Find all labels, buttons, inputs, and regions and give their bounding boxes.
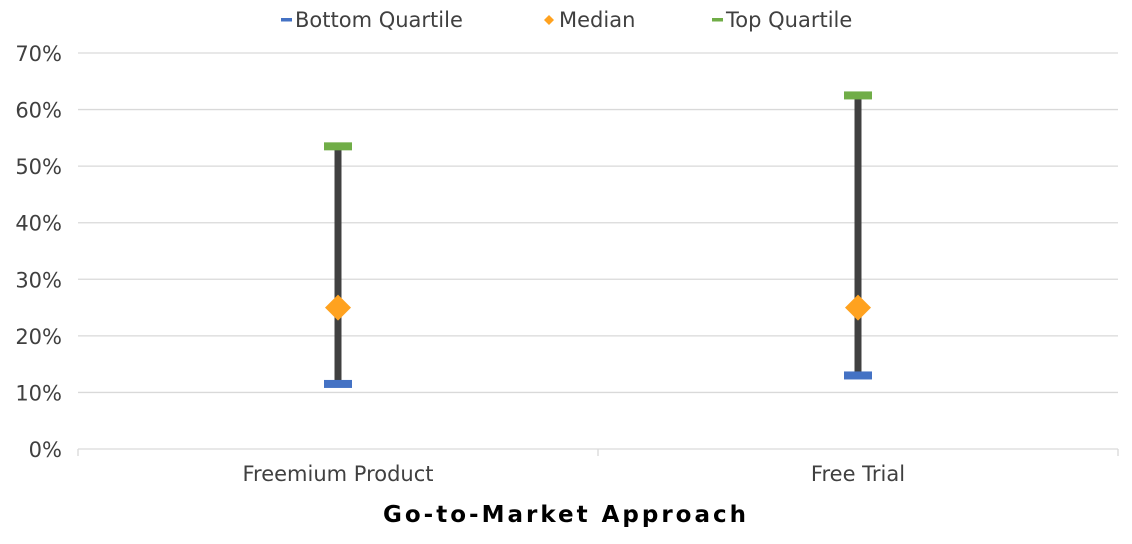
y-tick-label: 20% bbox=[15, 325, 62, 349]
y-tick-label: 60% bbox=[15, 99, 62, 123]
y-tick-label: 0% bbox=[29, 438, 62, 462]
y-tick-label: 70% bbox=[15, 42, 62, 66]
legend-label: Median bbox=[559, 8, 635, 32]
x-axis-ticks: Freemium Product Free Trial bbox=[242, 462, 905, 486]
x-tick-label: Free Trial bbox=[811, 462, 905, 486]
legend: Bottom Quartile Median Top Quartile bbox=[281, 8, 852, 32]
legend-item: Bottom Quartile bbox=[281, 8, 463, 32]
gridlines bbox=[78, 52, 1118, 394]
y-tick-label: 10% bbox=[15, 381, 62, 405]
median-marker bbox=[845, 294, 871, 321]
legend-label: Top Quartile bbox=[725, 8, 852, 32]
legend-swatch bbox=[712, 18, 723, 22]
legend-label: Bottom Quartile bbox=[295, 8, 463, 32]
markers bbox=[324, 91, 872, 388]
bottom-quartile-marker bbox=[844, 371, 872, 380]
y-tick-label: 30% bbox=[15, 268, 62, 292]
range-lines bbox=[334, 95, 862, 384]
x-tick-label: Freemium Product bbox=[242, 462, 433, 486]
x-axis-title: Go-to-Market Approach bbox=[383, 502, 749, 528]
x-axis bbox=[77, 448, 1119, 456]
legend-swatch bbox=[281, 18, 292, 22]
y-axis-ticks: 0% 10% 20% 30% 40% 50% 60% 70% bbox=[15, 42, 62, 462]
y-tick-label: 50% bbox=[15, 155, 62, 179]
top-quartile-marker bbox=[844, 91, 872, 100]
bottom-quartile-marker bbox=[324, 379, 352, 388]
legend-item: Median bbox=[544, 8, 635, 32]
legend-swatch bbox=[544, 15, 554, 25]
legend-item: Top Quartile bbox=[712, 8, 852, 32]
y-tick-label: 40% bbox=[15, 212, 62, 236]
median-marker bbox=[325, 294, 351, 321]
top-quartile-marker bbox=[324, 142, 352, 151]
